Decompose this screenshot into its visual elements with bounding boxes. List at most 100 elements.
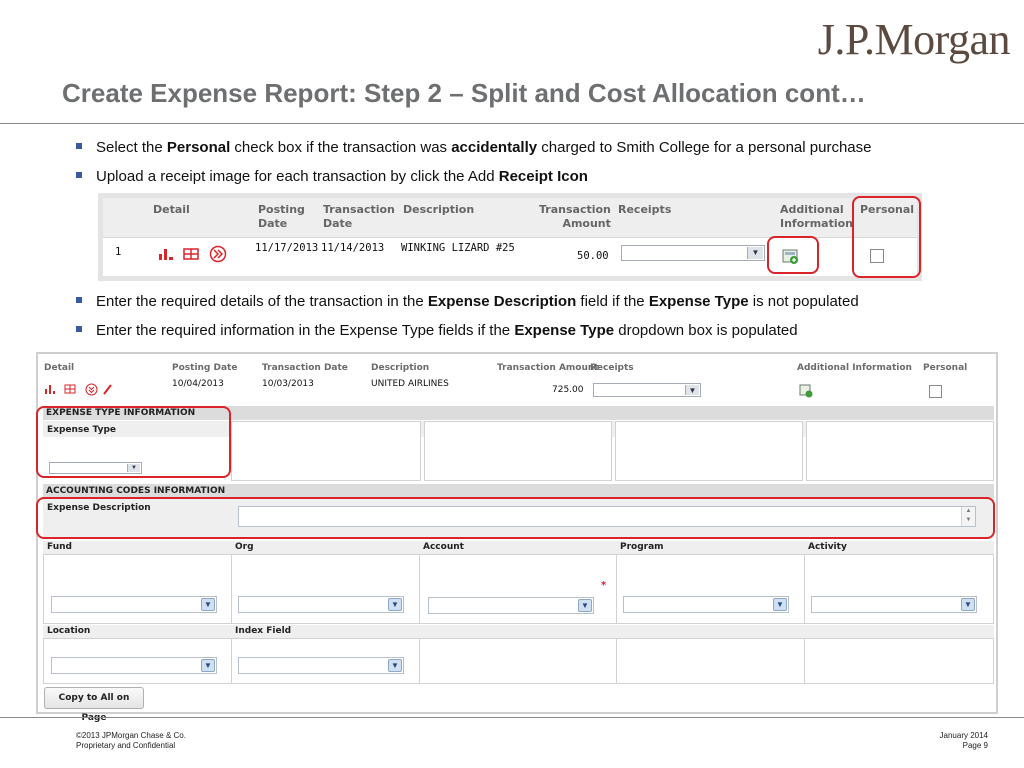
personal-checkbox[interactable] [870,249,884,263]
header-receipts: Receipts [590,363,634,373]
bullet-marker [76,143,82,149]
expense-description-highlight [36,497,995,539]
header-personal: Personal [923,363,968,373]
split-icon[interactable] [183,247,199,261]
scrollbar[interactable]: ▲ ▼ [961,507,975,526]
grid-cell [804,638,994,684]
bullet-bold: accidentally [451,139,538,156]
description-value: UNITED AIRLINES [371,379,449,389]
bullet-bold: Expense Type [514,322,615,339]
chevron-down-icon: ▼ [747,247,763,259]
amount-value: 50.00 [577,250,609,262]
account-label: Account [423,542,464,552]
receipt-highlight [767,236,819,274]
index-field-label: Index Field [235,626,292,636]
add-receipt-icon[interactable] [782,248,800,266]
bullet-bold: Expense Description [427,293,577,310]
bullet-bold: Expense Type [648,293,749,310]
header-transaction-amount: Transaction Amount [539,203,611,230]
personal-checkbox[interactable] [929,385,942,398]
grid-cell [806,421,994,481]
program-dropdown[interactable]: ▼ [623,596,789,613]
edit-icon[interactable] [102,383,113,396]
jpmorgan-logo: J.P.Morgan [817,15,1011,64]
footer-divider [0,717,1024,718]
header-detail: Detail [153,203,190,216]
fund-dropdown[interactable]: ▼ [51,596,217,613]
header-posting-date: Posting Date [258,203,305,230]
grid-cell [615,421,803,481]
grid-cell [424,421,612,481]
bullet-text: Enter the required details of the transa… [96,293,428,310]
org-dropdown[interactable]: ▼ [238,596,404,613]
header-detail: Detail [44,363,75,373]
header-posting-date: Posting Date [172,363,238,373]
posting-date-value: 10/04/2013 [172,379,224,389]
header-transaction-amount: Transaction Amount [497,363,599,373]
collapse-icon[interactable] [85,383,98,396]
chevron-down-icon: ▼ [201,598,215,611]
footer-date: January 2014 [939,731,988,740]
index-field-dropdown[interactable]: ▼ [238,657,404,674]
bullet-text: Select the [96,139,167,156]
table-header: Detail Posting Date Transaction Date Des… [103,198,917,238]
header-transaction-date: Transaction Date [262,363,348,373]
header-description: Description [403,203,475,216]
chevron-down-icon: ▼ [961,598,975,611]
footer-page: Page 9 [962,741,988,750]
transaction-date-value: 11/14/2013 [321,242,385,254]
accounting-section-header: ACCOUNTING CODES INFORMATION [43,484,994,498]
bullet-expense-description: Enter the required details of the transa… [76,293,859,310]
header-receipts: Receipts [618,203,672,216]
expense-description-label: Expense Description [47,503,151,513]
chart-icon[interactable] [158,247,174,261]
footer-confidential: Proprietary and Confidential [76,741,176,750]
grid-cell [419,638,617,684]
bullet-personal: Select the Personal check box if the tra… [76,139,871,156]
bullet-expense-type: Enter the required information in the Ex… [76,322,798,339]
expense-type-dropdown[interactable]: ▼ [49,462,142,474]
chart-icon[interactable] [44,384,56,395]
add-receipt-icon[interactable] [799,384,813,398]
location-label-row [43,625,994,638]
bullet-text: check box if the transaction was [230,139,452,156]
expense-description-input[interactable]: ▲ ▼ [238,506,976,527]
fund-label: Fund [47,542,72,552]
location-dropdown[interactable]: ▼ [51,657,217,674]
expense-type-highlight [36,406,231,478]
program-label: Program [620,542,664,552]
bullet-marker [76,297,82,303]
location-label: Location [47,626,91,636]
expand-icon[interactable] [209,245,227,263]
fund-label-row [43,541,994,554]
bullet-bold: Personal [166,139,231,156]
bullet-text: is not populated [748,293,859,310]
expense-type-section-header: EXPENSE TYPE INFORMATION [43,406,994,420]
personal-highlight [852,196,921,278]
grid-cell [231,554,420,624]
bullet-text: field if the [576,293,649,310]
header-personal: Personal [860,203,915,216]
activity-dropdown[interactable]: ▼ [811,596,977,613]
chevron-down-icon: ▼ [685,385,699,395]
receipts-dropdown[interactable]: ▼ [621,245,765,261]
grid-cell [231,421,421,481]
split-icon[interactable] [64,384,76,395]
bullet-marker [76,326,82,332]
org-label: Org [235,542,254,552]
row-number: 1 [115,246,122,258]
bullet-text: dropdown box is populated [614,322,798,339]
bullet-text: Upload a receipt image for each transact… [96,168,499,185]
header-description: Description [371,363,430,373]
header-additional-information: Additional Information [797,363,912,373]
chevron-down-icon: ▼ [388,598,402,611]
grid-cell [616,554,805,624]
footer-copyright: ©2013 JPMorgan Chase & Co. [76,731,186,740]
amount-value: 725.00 [552,385,584,395]
grid-cell [43,554,232,624]
receipts-dropdown[interactable]: ▼ [593,383,701,397]
account-dropdown[interactable]: ▼ [428,597,594,614]
copy-to-all-button[interactable]: Copy to All on Page [44,687,144,723]
grid-cell [616,638,805,684]
bullet-receipt: Upload a receipt image for each transact… [76,168,588,185]
